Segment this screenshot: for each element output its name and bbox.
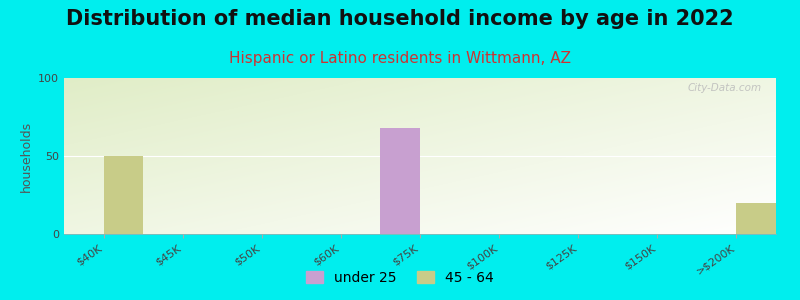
Y-axis label: households: households — [19, 120, 33, 192]
Text: Hispanic or Latino residents in Wittmann, AZ: Hispanic or Latino residents in Wittmann… — [229, 51, 571, 66]
Text: City-Data.com: City-Data.com — [688, 83, 762, 93]
Bar — [737, 203, 776, 234]
Legend: under 25, 45 - 64: under 25, 45 - 64 — [301, 265, 499, 290]
Bar — [381, 128, 420, 234]
Bar — [103, 156, 143, 234]
Text: Distribution of median household income by age in 2022: Distribution of median household income … — [66, 9, 734, 29]
